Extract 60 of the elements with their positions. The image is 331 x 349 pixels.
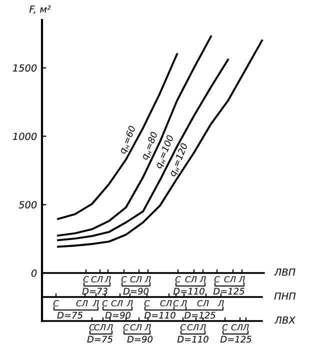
text: D=90 — [127, 336, 153, 343]
text: D=110 — [144, 312, 176, 319]
y-tick-label: 1500 — [12, 64, 37, 72]
text: СЛ — [76, 300, 88, 306]
text: Л — [144, 324, 151, 330]
text: Л — [106, 324, 113, 330]
text: СЛ — [130, 276, 142, 282]
text: D=73 — [82, 288, 108, 295]
text: D=90 — [123, 288, 149, 295]
text: СЛ — [187, 324, 199, 330]
text: С — [123, 324, 129, 330]
text: Л — [242, 324, 249, 330]
text: С — [53, 300, 59, 306]
text: ЛВХ — [274, 316, 296, 324]
line-series — [57, 35, 212, 237]
text: Л — [200, 276, 206, 282]
text: С — [214, 276, 220, 282]
text: С — [175, 276, 181, 282]
text: СЛ — [231, 324, 243, 330]
text: С — [144, 300, 150, 306]
text: Л — [92, 300, 99, 306]
line-series — [57, 58, 229, 242]
text: D=90 — [105, 312, 131, 319]
text: ПНП — [274, 292, 296, 300]
text: СЛ — [91, 276, 103, 282]
text: Л — [180, 300, 187, 306]
text: СЛ — [224, 276, 236, 282]
text: Л — [218, 300, 224, 306]
y-tick-label: 1000 — [12, 132, 37, 140]
text: Л — [144, 276, 151, 282]
text: D=110 — [177, 336, 208, 343]
text: D=125 — [184, 312, 216, 319]
text: СЛ — [160, 300, 172, 306]
text: СЛ — [94, 324, 106, 330]
y-tick-label: 500 — [18, 201, 37, 208]
text: Л — [104, 276, 111, 282]
y-axis-title: F, м² — [29, 5, 51, 14]
text: С — [121, 276, 127, 282]
text: С — [89, 324, 95, 330]
line-series — [57, 40, 263, 248]
text: Л — [126, 300, 133, 306]
text: С — [222, 324, 228, 330]
y-tick-label: 0 — [31, 269, 37, 277]
text: СЛ — [197, 300, 209, 306]
text: СЛ — [111, 300, 123, 306]
text: СЛ — [185, 276, 197, 282]
text: Л — [238, 276, 245, 282]
text: С — [173, 300, 179, 306]
text: D=75 — [87, 336, 113, 343]
text: D=125 — [213, 288, 244, 295]
text: С — [180, 324, 186, 330]
text: С — [102, 300, 108, 306]
text: D=125 — [220, 336, 252, 343]
text: D=75 — [57, 312, 83, 319]
text: ЛВП — [274, 268, 296, 276]
text: D=110 — [173, 288, 204, 295]
text: q$_{н}$=60 — [118, 125, 138, 155]
text: С — [83, 276, 89, 282]
text: СЛ — [130, 324, 142, 330]
text: Л — [200, 324, 206, 330]
